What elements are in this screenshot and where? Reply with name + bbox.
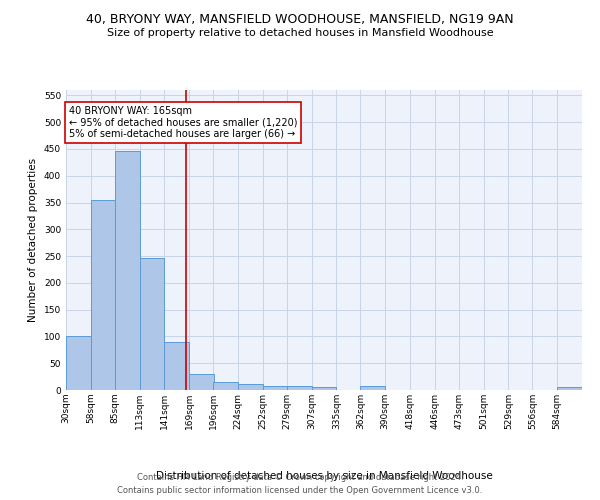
Bar	[91, 200, 116, 390]
Bar	[66, 336, 91, 390]
Text: Size of property relative to detached houses in Mansfield Woodhouse: Size of property relative to detached ho…	[107, 28, 493, 38]
Text: 40 BRYONY WAY: 165sqm
← 95% of detached houses are smaller (1,220)
5% of semi-de: 40 BRYONY WAY: 165sqm ← 95% of detached …	[68, 106, 297, 140]
Text: 40, BRYONY WAY, MANSFIELD WOODHOUSE, MANSFIELD, NG19 9AN: 40, BRYONY WAY, MANSFIELD WOODHOUSE, MAN…	[86, 12, 514, 26]
Bar	[287, 386, 311, 390]
Bar	[361, 386, 385, 390]
Y-axis label: Number of detached properties: Number of detached properties	[28, 158, 38, 322]
Text: Contains HM Land Registry data © Crown copyright and database right 2024.
Contai: Contains HM Land Registry data © Crown c…	[118, 474, 482, 495]
Bar	[213, 382, 238, 390]
Bar	[115, 150, 140, 390]
Bar	[164, 342, 189, 390]
Bar	[311, 388, 337, 390]
Bar	[263, 386, 287, 390]
Bar	[189, 374, 214, 390]
Bar	[140, 258, 164, 390]
Bar	[557, 388, 582, 390]
Bar	[238, 384, 263, 390]
X-axis label: Distribution of detached houses by size in Mansfield Woodhouse: Distribution of detached houses by size …	[155, 471, 493, 481]
